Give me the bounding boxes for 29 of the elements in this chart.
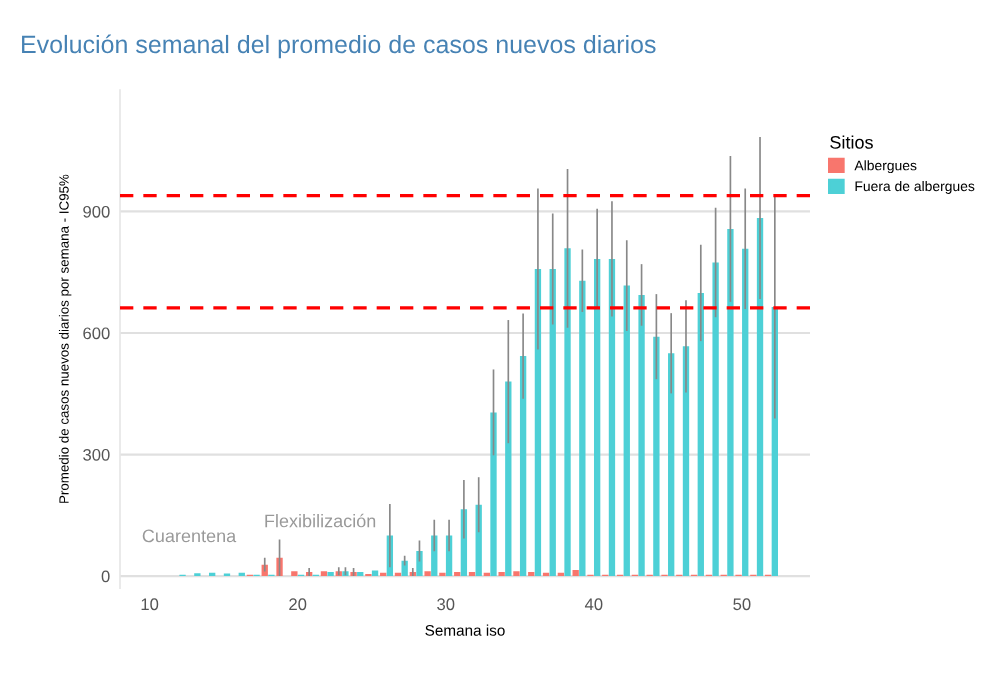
bar bbox=[490, 412, 497, 577]
bar bbox=[564, 248, 571, 577]
annotation: Flexibilización bbox=[265, 513, 376, 528]
y-tick-label: 900 bbox=[83, 205, 110, 218]
y-tick-label: 600 bbox=[83, 327, 110, 340]
bar bbox=[416, 550, 423, 577]
y-tick-label: 300 bbox=[83, 448, 110, 461]
x-tick-label: 40 bbox=[584, 598, 603, 611]
bar bbox=[424, 571, 431, 577]
bar bbox=[291, 571, 298, 577]
x-tick-label: 10 bbox=[141, 598, 159, 611]
bar bbox=[579, 280, 586, 577]
bar bbox=[572, 569, 579, 577]
bar bbox=[401, 560, 408, 577]
bar bbox=[371, 570, 379, 577]
annotation: Cuarentena bbox=[142, 529, 237, 543]
bar bbox=[638, 294, 645, 577]
bar bbox=[320, 571, 328, 577]
legend-title: Sitios bbox=[830, 135, 873, 149]
bar bbox=[623, 285, 630, 577]
chart-title: Evolución semanal del promedio de casos nuevos diarios bbox=[22, 34, 656, 59]
bar bbox=[712, 262, 719, 577]
x-tick-label: 20 bbox=[289, 598, 307, 611]
y-tick-label: 0 bbox=[101, 570, 110, 583]
x-tick-label: 30 bbox=[437, 598, 455, 611]
x-tick-label: 50 bbox=[733, 598, 751, 611]
bar bbox=[653, 336, 660, 577]
bar bbox=[513, 571, 520, 577]
bar bbox=[727, 228, 734, 577]
